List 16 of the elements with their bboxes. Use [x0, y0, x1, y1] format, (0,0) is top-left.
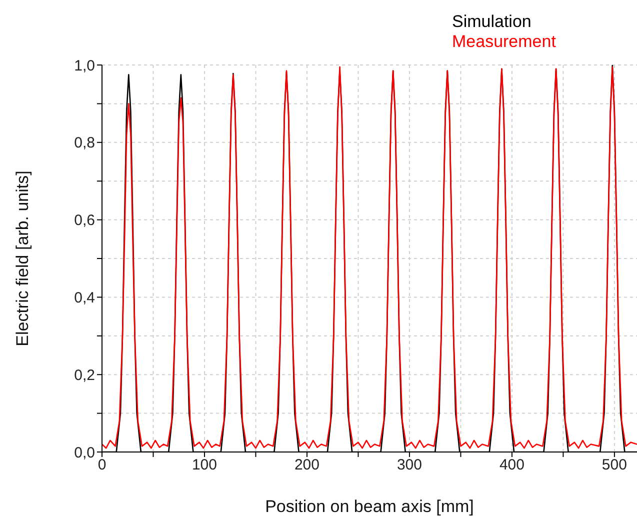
y-tick-label: 0,4 — [74, 290, 95, 307]
y-axis-title: Electric field [arb. units] — [13, 170, 32, 346]
x-tick-label: 200 — [294, 456, 320, 474]
x-axis-title: Position on beam axis [mm] — [265, 497, 474, 516]
y-tick-label: 0,8 — [74, 134, 95, 152]
series-label: Measurement — [452, 32, 556, 52]
x-tick-label: 400 — [499, 456, 524, 474]
y-tick-label: 0,6 — [74, 212, 95, 230]
x-tick-label: 300 — [396, 456, 422, 474]
text: Simulation — [452, 12, 532, 32]
y-tick-label: 0,2 — [74, 366, 95, 384]
x-tick-label: 100 — [192, 456, 218, 474]
x-tick-label: 500 — [602, 456, 627, 474]
x-tick-label: 0 — [98, 456, 106, 474]
y-tick-label: 0,0 — [74, 444, 95, 462]
y-tick-label: 1,0 — [74, 57, 95, 74]
